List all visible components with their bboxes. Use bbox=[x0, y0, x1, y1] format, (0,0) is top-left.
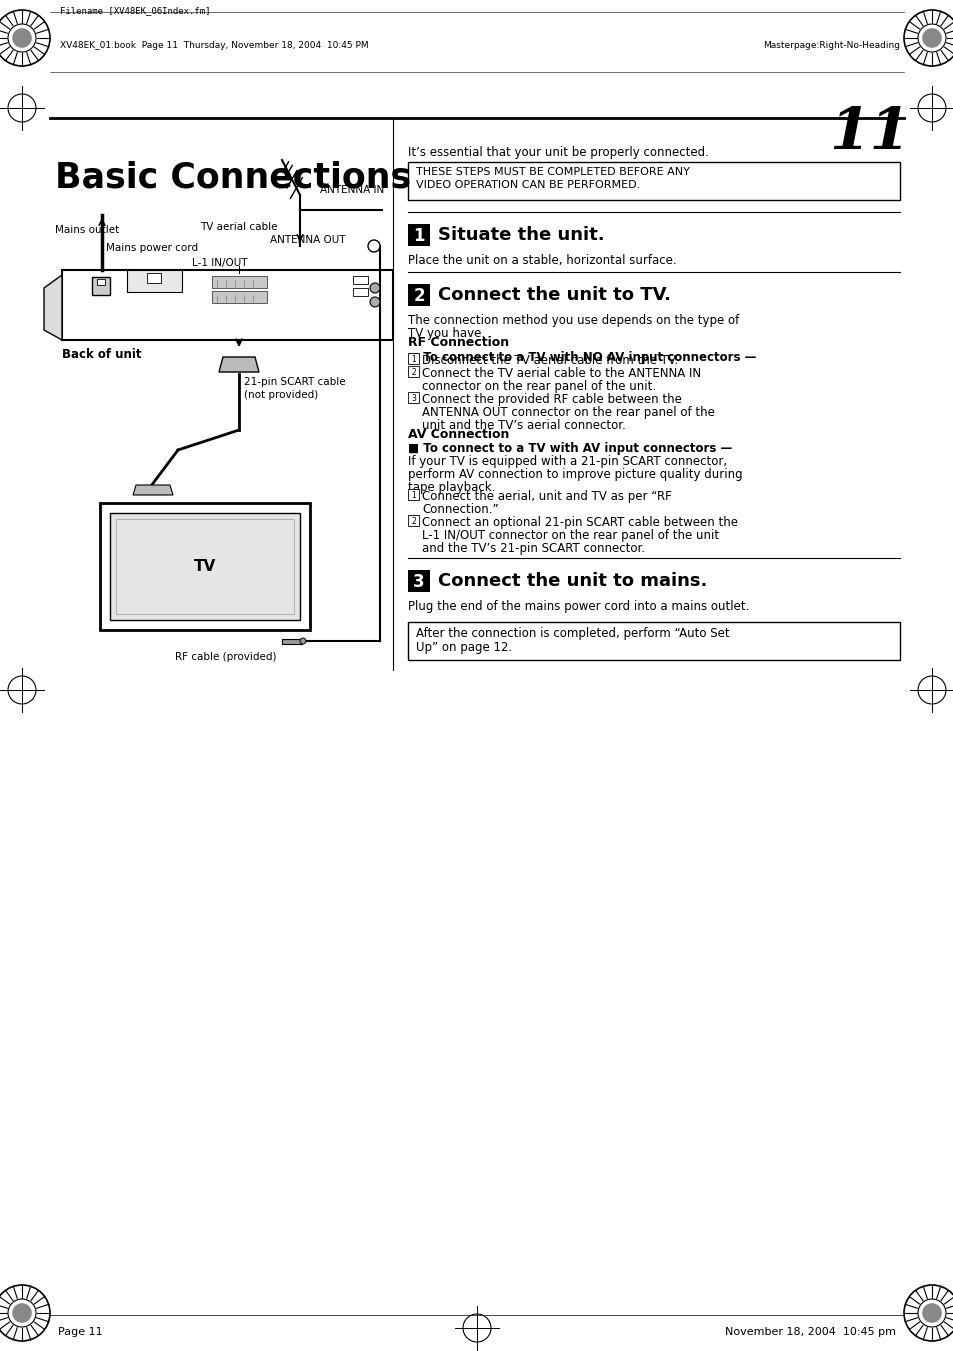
Bar bbox=[100, 503, 310, 630]
Text: THESE STEPS MUST BE COMPLETED BEFORE ANY: THESE STEPS MUST BE COMPLETED BEFORE ANY bbox=[416, 168, 689, 177]
Text: Back of unit: Back of unit bbox=[62, 349, 141, 361]
Text: VIDEO OPERATION CAN BE PERFORMED.: VIDEO OPERATION CAN BE PERFORMED. bbox=[416, 180, 639, 190]
Bar bbox=[408, 489, 418, 500]
Text: connector on the rear panel of the unit.: connector on the rear panel of the unit. bbox=[421, 380, 656, 393]
Text: AV Connection: AV Connection bbox=[408, 428, 509, 440]
Text: Connection.”: Connection.” bbox=[421, 503, 498, 516]
Text: Up” on page 12.: Up” on page 12. bbox=[416, 640, 512, 654]
Text: 2: 2 bbox=[411, 367, 416, 377]
Polygon shape bbox=[44, 276, 62, 340]
Text: ANTENNA IN: ANTENNA IN bbox=[319, 185, 384, 195]
Text: TV aerial cable: TV aerial cable bbox=[200, 222, 277, 232]
Bar bbox=[408, 224, 430, 246]
Bar bbox=[408, 366, 418, 377]
Circle shape bbox=[922, 1304, 941, 1323]
Text: RF cable (provided): RF cable (provided) bbox=[174, 653, 276, 662]
Text: ■ To connect to a TV with NO AV input connectors —: ■ To connect to a TV with NO AV input co… bbox=[408, 351, 756, 363]
Bar bbox=[408, 515, 418, 526]
Text: The connection method you use depends on the type of: The connection method you use depends on… bbox=[408, 313, 739, 327]
Text: RF Connection: RF Connection bbox=[408, 336, 509, 349]
Text: 2: 2 bbox=[413, 286, 424, 305]
Text: Place the unit on a stable, horizontal surface.: Place the unit on a stable, horizontal s… bbox=[408, 254, 676, 267]
Text: Connect an optional 21-pin SCART cable between the: Connect an optional 21-pin SCART cable b… bbox=[421, 516, 738, 530]
Text: L-1 IN/OUT connector on the rear panel of the unit: L-1 IN/OUT connector on the rear panel o… bbox=[421, 530, 719, 542]
Text: 3: 3 bbox=[411, 394, 416, 403]
Bar bbox=[62, 270, 393, 340]
Bar bbox=[212, 276, 267, 288]
Polygon shape bbox=[219, 357, 258, 372]
Bar bbox=[408, 392, 418, 403]
Circle shape bbox=[368, 240, 379, 253]
Text: Plug the end of the mains power cord into a mains outlet.: Plug the end of the mains power cord int… bbox=[408, 600, 749, 613]
Text: TV you have.: TV you have. bbox=[408, 327, 485, 340]
Circle shape bbox=[370, 282, 379, 293]
Text: 1: 1 bbox=[411, 355, 416, 363]
Text: Connect the unit to mains.: Connect the unit to mains. bbox=[437, 571, 706, 590]
Bar bbox=[127, 270, 182, 292]
Bar bbox=[91, 277, 110, 295]
Text: Connect the unit to TV.: Connect the unit to TV. bbox=[437, 286, 670, 304]
Bar bbox=[97, 280, 105, 285]
Text: Basic Connections: Basic Connections bbox=[55, 159, 411, 195]
Text: XV48EK_01.book  Page 11  Thursday, November 18, 2004  10:45 PM: XV48EK_01.book Page 11 Thursday, Novembe… bbox=[60, 41, 368, 50]
Polygon shape bbox=[132, 485, 172, 494]
Bar bbox=[212, 290, 267, 303]
Text: ANTENNA OUT connector on the rear panel of the: ANTENNA OUT connector on the rear panel … bbox=[421, 407, 714, 419]
Text: Filename [XV48EK_06Index.fm]: Filename [XV48EK_06Index.fm] bbox=[60, 5, 211, 15]
Text: ■ To connect to a TV with AV input connectors —: ■ To connect to a TV with AV input conne… bbox=[408, 442, 732, 455]
Text: It’s essential that your unit be properly connected.: It’s essential that your unit be properl… bbox=[408, 146, 708, 159]
Text: tape playback.: tape playback. bbox=[408, 481, 495, 494]
Bar bbox=[408, 621, 899, 661]
Circle shape bbox=[12, 1304, 31, 1323]
Circle shape bbox=[370, 297, 379, 307]
Text: After the connection is completed, perform “Auto Set: After the connection is completed, perfo… bbox=[416, 627, 729, 640]
Text: Mains power cord: Mains power cord bbox=[106, 243, 198, 253]
Text: Connect the TV aerial cable to the ANTENNA IN: Connect the TV aerial cable to the ANTEN… bbox=[421, 367, 700, 380]
Bar bbox=[282, 639, 302, 644]
Bar bbox=[353, 276, 368, 284]
Text: TV: TV bbox=[193, 559, 216, 574]
Text: 1: 1 bbox=[413, 227, 424, 245]
Circle shape bbox=[12, 28, 31, 47]
Text: Masterpage:Right-No-Heading: Masterpage:Right-No-Heading bbox=[762, 41, 899, 50]
Bar bbox=[147, 273, 161, 282]
Text: and the TV’s 21-pin SCART connector.: and the TV’s 21-pin SCART connector. bbox=[421, 542, 644, 555]
Text: perform AV connection to improve picture quality during: perform AV connection to improve picture… bbox=[408, 467, 741, 481]
Text: November 18, 2004  10:45 pm: November 18, 2004 10:45 pm bbox=[724, 1327, 895, 1337]
Text: If your TV is equipped with a 21-pin SCART connector,: If your TV is equipped with a 21-pin SCA… bbox=[408, 455, 726, 467]
Text: Connect the provided RF cable between the: Connect the provided RF cable between th… bbox=[421, 393, 681, 407]
Text: 3: 3 bbox=[413, 573, 424, 590]
Text: Connect the aerial, unit and TV as per “RF: Connect the aerial, unit and TV as per “… bbox=[421, 490, 671, 503]
Text: 2: 2 bbox=[411, 517, 416, 526]
Text: 1: 1 bbox=[411, 490, 416, 500]
Text: 21-pin SCART cable
(not provided): 21-pin SCART cable (not provided) bbox=[244, 377, 345, 400]
Bar bbox=[408, 162, 899, 200]
Text: unit and the TV’s aerial connector.: unit and the TV’s aerial connector. bbox=[421, 419, 625, 432]
Bar bbox=[408, 284, 430, 305]
Bar bbox=[408, 570, 430, 592]
Text: Mains outlet: Mains outlet bbox=[55, 226, 119, 235]
Text: 11: 11 bbox=[828, 105, 909, 162]
Bar bbox=[110, 513, 299, 620]
Circle shape bbox=[922, 28, 941, 47]
Bar bbox=[408, 353, 418, 363]
Text: L-1 IN/OUT: L-1 IN/OUT bbox=[192, 258, 247, 267]
Text: Situate the unit.: Situate the unit. bbox=[437, 226, 604, 245]
Text: Disconnect the TV aerial cable from the TV.: Disconnect the TV aerial cable from the … bbox=[421, 354, 678, 367]
Bar bbox=[116, 519, 294, 613]
Circle shape bbox=[299, 638, 306, 644]
Text: ANTENNA OUT: ANTENNA OUT bbox=[270, 235, 345, 245]
Bar bbox=[353, 288, 368, 296]
Text: Page 11: Page 11 bbox=[58, 1327, 103, 1337]
